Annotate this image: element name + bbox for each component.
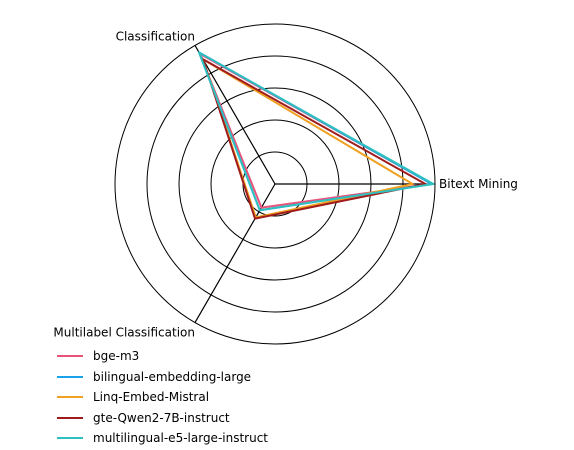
legend-swatch xyxy=(57,437,83,439)
legend-label: Linq-Embed-Mistral xyxy=(93,390,209,404)
axis-label: Multilabel Classification xyxy=(53,326,195,340)
legend-label: bge-m3 xyxy=(93,349,139,363)
legend-item[interactable]: Linq-Embed-Mistral xyxy=(57,387,268,408)
legend-swatch xyxy=(57,355,83,357)
legend: bge-m3 bilingual-embedding-large Linq-Embe… xyxy=(57,346,268,449)
legend-swatch xyxy=(57,396,83,398)
legend-item[interactable]: bge-m3 xyxy=(57,346,268,367)
axis-spoke xyxy=(195,45,275,184)
legend-label: gte-Qwen2-7B-instruct xyxy=(93,411,230,425)
axis-label: Bitext Mining xyxy=(439,177,518,191)
legend-item[interactable]: multilingual-e5-large-instruct xyxy=(57,428,268,449)
radar-spokes xyxy=(195,45,435,322)
legend-item[interactable]: gte-Qwen2-7B-instruct xyxy=(57,408,268,429)
axis-spoke xyxy=(195,184,275,323)
legend-item[interactable]: bilingual-embedding-large xyxy=(57,367,268,388)
legend-label: multilingual-e5-large-instruct xyxy=(93,431,268,445)
series-line xyxy=(203,59,425,218)
legend-swatch xyxy=(57,376,83,378)
legend-swatch xyxy=(57,417,83,419)
axis-label: Classification xyxy=(116,29,195,43)
legend-label: bilingual-embedding-large xyxy=(93,370,251,384)
